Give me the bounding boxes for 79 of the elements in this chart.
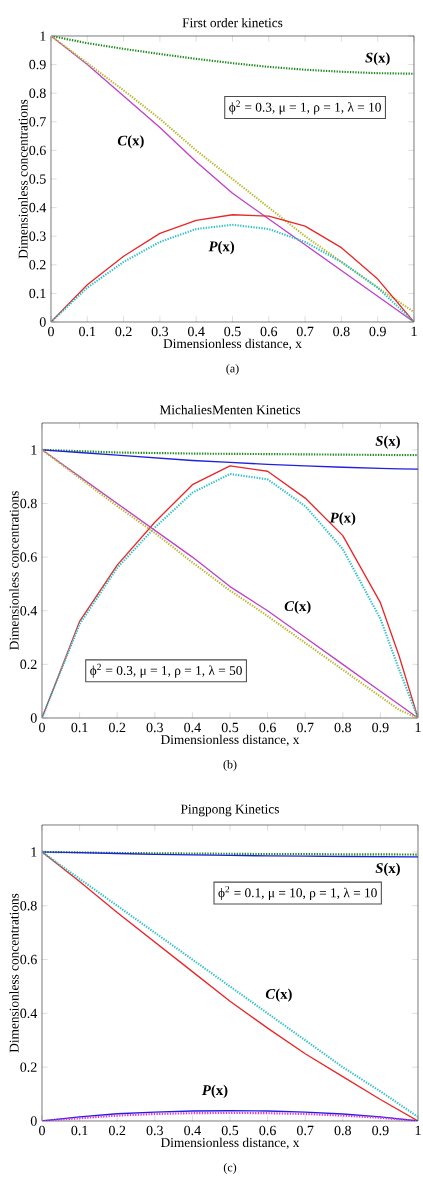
x-tick-label: 0.5 [221, 1125, 239, 1136]
y-tick-label: 0.8 [29, 88, 46, 98]
y-axis-title: Dimensionless concentrations [9, 491, 19, 650]
y-tick-label: 0 [30, 1116, 37, 1126]
x-tick-label: 0.9 [372, 1125, 389, 1136]
y-axis-title: Dimensionless concentrations [18, 99, 28, 259]
y-tick-label: 0.6 [20, 552, 37, 562]
y-tick-label: 0.2 [20, 1062, 37, 1072]
x-tick-label: 0.1 [79, 326, 96, 337]
y-axis-title: Dimensionless concentrations [9, 893, 19, 1053]
x-tick-label: 0.8 [334, 1125, 352, 1136]
annotation: C(x) [117, 135, 144, 149]
annotation: ϕ$^{2}$ = 0.3, μ = 1, ρ = 1, λ = 10 [229, 100, 381, 115]
x-tick-label: 0.6 [259, 1125, 276, 1136]
y-tick-label: 0.8 [20, 498, 37, 509]
line-series [51, 36, 414, 75]
x-axis-title: Dimensionless distance, x [163, 338, 302, 350]
y-tick-label: 0 [30, 713, 37, 723]
x-tick-label: 0.8 [334, 722, 352, 733]
x-tick-label: 0.7 [296, 326, 314, 337]
x-tick-label: 0.3 [151, 326, 169, 337]
y-tick-label: 0.8 [20, 900, 37, 911]
chart-title: First order kinetics [182, 17, 283, 28]
y-tick-label: 0.2 [29, 260, 46, 270]
x-tick-label: 0.4 [184, 722, 201, 733]
x-axis-title: Dimensionless distance, x [160, 734, 300, 746]
annotation: ϕ$^{2}$ = 0.1, μ = 10, ρ = 1, λ = 10 [218, 886, 377, 900]
x-tick-label: 0.9 [369, 326, 386, 337]
x-tick-label: 0.6 [259, 722, 276, 733]
annotation: P(x) [329, 512, 356, 526]
y-tick-label: 0.4 [29, 202, 47, 213]
x-tick-label: 0.3 [146, 722, 163, 733]
y-tick-label: 0.6 [29, 145, 46, 156]
x-tick-label: 0.1 [71, 722, 88, 733]
x-tick-label: 0.6 [260, 326, 278, 337]
chart-title: MichaliesMenten Kinetics [159, 404, 301, 415]
annotation: P(x) [208, 241, 235, 255]
y-tick-label: 0.4 [20, 1008, 38, 1019]
x-tick-label: 0.9 [372, 722, 389, 733]
x-tick-label: 1 [415, 722, 421, 732]
annotation: S(x) [375, 862, 400, 877]
x-tick-label: 0.4 [184, 1125, 201, 1136]
annotation: P(x) [201, 1084, 228, 1099]
x-tick-label: 0.7 [296, 722, 314, 733]
x-tick-label: 0.5 [221, 722, 239, 733]
x-tick-label: 1 [415, 1125, 421, 1135]
x-tick-label: 0.7 [296, 1125, 314, 1136]
x-tick-label: 0.2 [115, 326, 132, 337]
y-tick-label: 0.5 [29, 174, 46, 184]
x-axis-title: Dimensionless distance, x [160, 1137, 300, 1149]
chart-title: Pingpong Kinetics [180, 804, 279, 817]
y-tick-label: 1 [40, 31, 46, 41]
y-tick-label: 0.9 [29, 59, 46, 70]
x-tick-label: 1 [411, 326, 417, 336]
annotation: C(x) [265, 988, 292, 1002]
y-tick-label: 1 [31, 445, 37, 455]
text: (a) [226, 364, 239, 375]
annotation: S(x) [365, 52, 390, 66]
x-tick-label: 0.2 [108, 1125, 126, 1136]
annotation: ϕ$^{2}$ = 0.3, μ = 1, ρ = 1, λ = 50 [90, 663, 242, 678]
x-tick-label: 0.8 [333, 326, 350, 337]
annotation: S(x) [375, 435, 400, 449]
text: (c) [223, 1163, 237, 1174]
y-tick-label: 1 [31, 847, 37, 857]
y-tick-label: 0 [39, 317, 46, 327]
y-tick-label: 0.2 [20, 659, 37, 670]
x-tick-label: 0.4 [187, 326, 205, 337]
x-tick-label: 0.3 [146, 1125, 163, 1136]
y-tick-label: 0.1 [29, 288, 46, 299]
y-tick-label: 0.4 [20, 605, 38, 616]
x-tick-label: 0 [48, 326, 54, 337]
y-tick-label: 0.7 [29, 117, 46, 127]
y-tick-label: 0.3 [29, 231, 46, 241]
text: (b) [223, 760, 237, 771]
x-tick-label: 0.5 [224, 326, 241, 337]
x-tick-label: 0.2 [108, 722, 126, 733]
annotation: C(x) [284, 600, 311, 615]
x-tick-label: 0.1 [71, 1125, 88, 1136]
y-tick-label: 0.6 [20, 954, 37, 965]
